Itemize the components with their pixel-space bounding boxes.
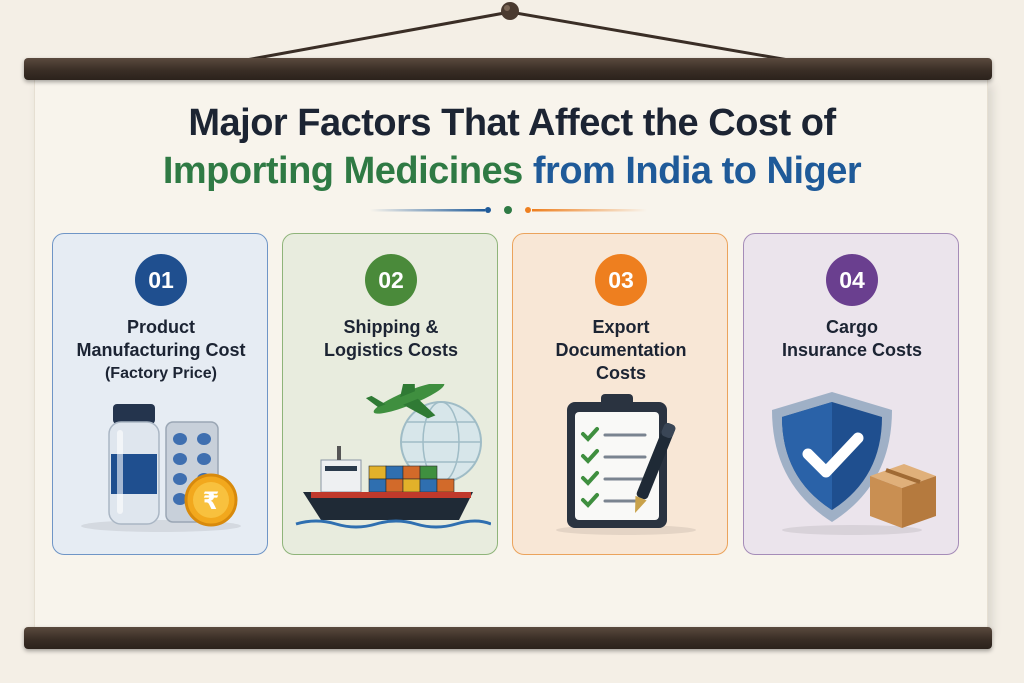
- shield-check-box-icon: [772, 392, 936, 535]
- card-title: Product Manufacturing Cost (Factory Pric…: [76, 317, 246, 382]
- cargo-ship-plane-globe-icon: [295, 384, 491, 529]
- clipboard-checklist-pen-icon: [556, 394, 696, 535]
- factor-card-manufacturing: 01 Product Manufacturing Cost (Factory P…: [52, 233, 268, 555]
- top-rod: [24, 58, 992, 80]
- title-blue-part: from India to Niger: [532, 150, 862, 192]
- factor-card-documentation: 03 Export Documentation Costs: [512, 233, 728, 555]
- title-line-1: Major Factors That Affect the Cost of: [188, 102, 836, 144]
- title-divider: [370, 206, 647, 214]
- factor-card-shipping: 02 Shipping & Logistics Costs: [282, 233, 498, 555]
- rupee-symbol: ₹: [203, 487, 220, 515]
- card-title: Export Documentation Costs: [555, 317, 687, 383]
- card-title: Cargo Insurance Costs: [781, 317, 923, 360]
- bottom-rod: [24, 627, 992, 649]
- hanging-nail-icon: [501, 2, 519, 20]
- medicine-bottle-pills-rupee-icon: ₹: [81, 404, 241, 532]
- card-number-badge: 04: [826, 254, 878, 306]
- card-title: Shipping & Logistics Costs: [323, 317, 459, 360]
- card-number-badge: 01: [135, 254, 187, 306]
- title-green-part: Importing Medicines: [162, 150, 523, 192]
- card-number-badge: 02: [365, 254, 417, 306]
- factor-card-insurance: 04 Cargo Insurance Costs: [743, 233, 959, 555]
- hanging-string: [234, 2, 801, 64]
- title-line-2: Importing Medicines from India to Niger: [0, 150, 1024, 193]
- card-number-badge: 03: [595, 254, 647, 306]
